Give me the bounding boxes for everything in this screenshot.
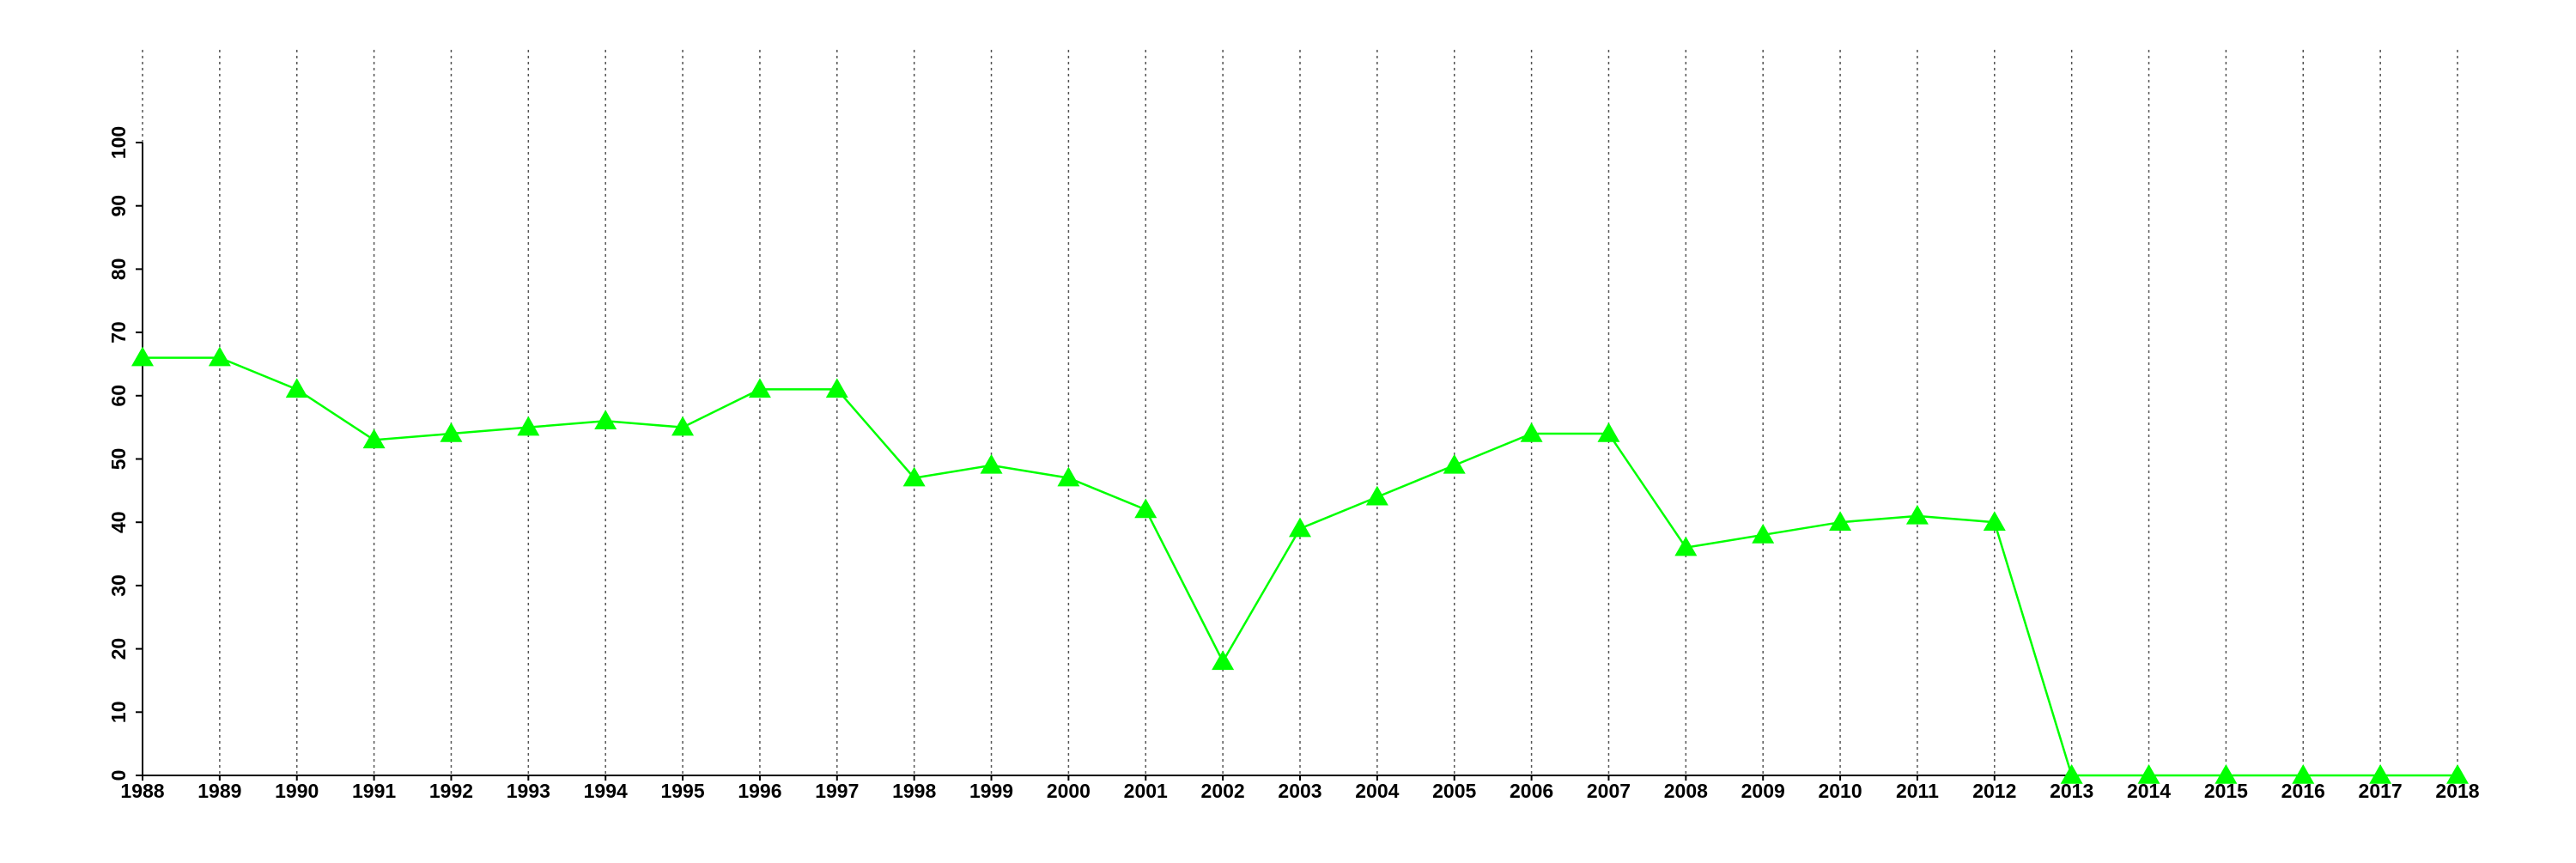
x-tick-label: 2011 xyxy=(1896,780,1939,802)
x-tick-label: 2005 xyxy=(1432,780,1476,802)
marker xyxy=(1905,504,1929,525)
x-tick-label: 1996 xyxy=(738,780,781,802)
y-tick-label: 60 xyxy=(107,385,130,407)
marker xyxy=(1983,511,2006,531)
y-tick-label: 70 xyxy=(107,321,130,343)
marker xyxy=(594,410,617,430)
marker xyxy=(2137,764,2160,784)
y-tick-label: 0 xyxy=(107,770,130,781)
marker xyxy=(1829,511,1852,531)
x-tick-label: 2000 xyxy=(1047,780,1091,802)
x-tick-label: 1988 xyxy=(120,780,164,802)
x-tick-label: 2010 xyxy=(1818,780,1862,802)
x-tick-label: 2001 xyxy=(1124,780,1168,802)
marker xyxy=(208,346,231,367)
marker xyxy=(1674,536,1698,556)
marker xyxy=(1520,422,1543,442)
x-tick-label: 1989 xyxy=(197,780,241,802)
marker xyxy=(825,378,848,398)
marker xyxy=(748,378,771,398)
marker xyxy=(2292,764,2315,784)
marker xyxy=(362,428,386,449)
marker xyxy=(1289,517,1311,538)
marker xyxy=(1443,453,1466,474)
y-tick-label: 20 xyxy=(107,638,130,660)
x-tick-label: 1994 xyxy=(584,780,628,802)
marker xyxy=(671,416,695,436)
marker xyxy=(517,416,540,436)
y-tick-label: 90 xyxy=(107,195,130,217)
x-tick-label: 1993 xyxy=(507,780,550,802)
x-tick-label: 2008 xyxy=(1664,780,1708,802)
marker xyxy=(2060,764,2083,784)
x-tick-label: 1999 xyxy=(969,780,1013,802)
x-tick-label: 2002 xyxy=(1201,780,1245,802)
marker xyxy=(1597,422,1620,442)
marker xyxy=(2369,764,2392,784)
marker xyxy=(2446,764,2469,784)
x-tick-label: 2009 xyxy=(1741,780,1785,802)
y-tick-label: 50 xyxy=(107,448,130,471)
x-tick-label: 2007 xyxy=(1587,780,1631,802)
marker xyxy=(285,378,308,398)
marker xyxy=(1212,650,1235,671)
marker xyxy=(1752,523,1775,544)
x-tick-label: 2004 xyxy=(1355,780,1399,802)
marker xyxy=(1365,485,1388,506)
marker xyxy=(440,422,463,442)
x-tick-label: 1992 xyxy=(429,780,473,802)
x-tick-label: 1998 xyxy=(892,780,936,802)
marker xyxy=(131,346,154,367)
x-tick-label: 2012 xyxy=(1972,780,2016,802)
y-tick-label: 100 xyxy=(107,126,130,159)
y-tick-label: 10 xyxy=(107,702,130,724)
marker xyxy=(980,453,1003,474)
marker xyxy=(2215,764,2238,784)
x-tick-label: 1995 xyxy=(660,780,704,802)
x-tick-label: 2006 xyxy=(1510,780,1553,802)
x-tick-label: 1997 xyxy=(815,780,859,802)
y-tick-label: 30 xyxy=(107,574,130,597)
x-tick-label: 2003 xyxy=(1278,780,1321,802)
x-tick-label: 1991 xyxy=(352,780,396,802)
marker xyxy=(902,466,926,487)
y-tick-label: 40 xyxy=(107,511,130,533)
x-tick-label: 1990 xyxy=(275,780,319,802)
marker xyxy=(1134,498,1157,519)
y-tick-label: 80 xyxy=(107,258,130,281)
marker xyxy=(1057,466,1080,487)
